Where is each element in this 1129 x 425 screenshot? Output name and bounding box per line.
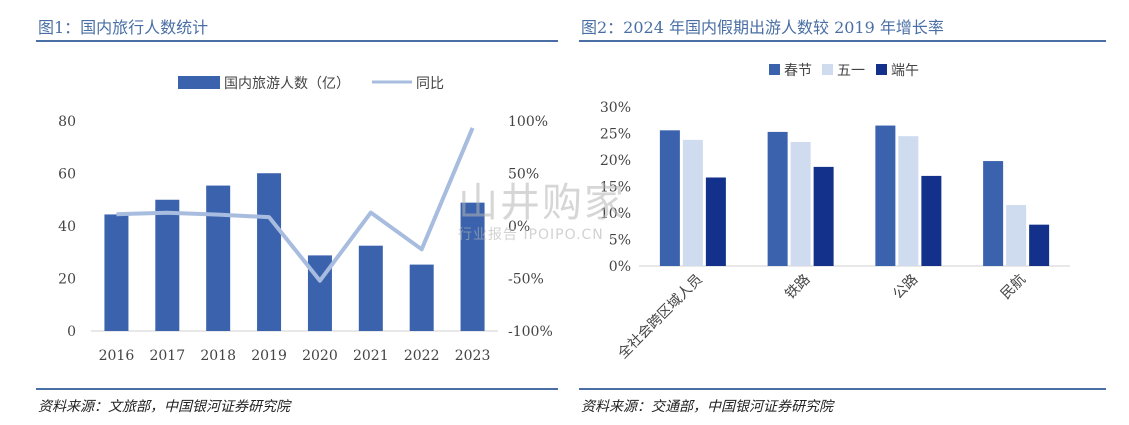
y-left-tick-label: 60 <box>58 167 76 183</box>
bar-五一-铁路 <box>790 141 811 266</box>
y-left-tick-label: 20 <box>58 272 76 288</box>
legend-swatch-2 <box>876 64 887 75</box>
legend-swatch-bar <box>178 76 220 89</box>
bar-端午-铁路 <box>813 166 834 266</box>
y-tick-label: 15% <box>600 180 631 196</box>
figure2-chart: 春节 五一 端午 0% 5% 10% 15% 20% 25% 30% 全社会跨区域人员 铁路 公路 民航 <box>600 63 1070 362</box>
x-tick-label: 2022 <box>404 348 440 364</box>
legend-label: 五一 <box>837 63 865 79</box>
x-tick-label: 2017 <box>149 348 185 364</box>
x-tick-label: 2021 <box>353 348 389 364</box>
bar-2021 <box>358 245 383 331</box>
y-tick-label: 5% <box>609 233 631 249</box>
bar-五一-全社会跨区域人员 <box>682 139 703 266</box>
bar-五一-公路 <box>898 136 919 266</box>
y-left-tick-label: 80 <box>58 114 76 130</box>
y-right-tick-label: 0% <box>508 219 530 235</box>
x-tick-label: 2019 <box>251 348 287 364</box>
y-right-tick-label: -50% <box>508 272 544 288</box>
y-right-tick-label: -100% <box>508 324 553 340</box>
figure2-title: 图2：2024 年国内假期出游人数较 2019 年增长率 <box>581 18 944 37</box>
bar-2022 <box>409 264 434 331</box>
bar-2023 <box>460 202 485 331</box>
legend-swatch-1 <box>822 64 833 75</box>
bar-春节-民航 <box>983 161 1004 266</box>
bar-2019 <box>257 173 282 331</box>
x-tick-label: 2020 <box>302 348 338 364</box>
figure1-chart: 国内旅游人数（亿） 同比 0 20 40 60 80 -100% -50% 0% 50% 100% 20… <box>58 76 553 364</box>
x-tick-label: 民航 <box>998 272 1029 303</box>
figure1-title: 图1：国内旅行人数统计 <box>38 18 209 37</box>
figure2-panel: 图2：2024 年国内假期出游人数较 2019 年增长率 春节 五一 端午 0% 5% 1… <box>579 0 1106 425</box>
y-left-tick-label: 0 <box>67 324 76 340</box>
legend-label-bar: 国内旅游人数（亿） <box>224 76 350 92</box>
legend-swatch-0 <box>769 64 780 75</box>
y-tick-label: 30% <box>600 100 631 116</box>
y-right-tick-label: 50% <box>508 167 539 183</box>
figure1-panel: 图1：国内旅行人数统计 国内旅游人数（亿） 同比 0 20 40 60 80 -100% -50… <box>36 0 558 425</box>
y-tick-label: 10% <box>600 206 631 222</box>
x-tick-label: 2023 <box>455 348 491 364</box>
y-right-tick-label: 100% <box>508 114 548 130</box>
legend-label: 春节 <box>784 63 812 79</box>
bar-2016 <box>104 214 129 331</box>
x-tick-label: 公路 <box>890 272 921 303</box>
bar-端午-民航 <box>1029 224 1050 266</box>
figure1-bottom-rule <box>36 388 558 390</box>
bar-春节-全社会跨区域人员 <box>659 130 680 266</box>
figure1-top-rule <box>36 40 558 42</box>
yoy-line <box>116 127 475 283</box>
bar-2017 <box>155 199 180 331</box>
bar-2018 <box>206 185 231 331</box>
figure2-top-rule <box>579 40 1106 42</box>
figure2-source: 资料来源：交通部，中国银河证券研究院 <box>581 399 833 415</box>
x-tick-label: 全社会跨区域人员 <box>614 271 705 362</box>
bar-五一-民航 <box>1006 205 1027 266</box>
bar-春节-铁路 <box>767 131 788 266</box>
y-tick-label: 25% <box>600 127 631 143</box>
figure2-bottom-rule <box>579 388 1106 390</box>
y-tick-label: 0% <box>609 259 631 275</box>
x-tick-label: 2018 <box>200 348 236 364</box>
bar-端午-全社会跨区域人员 <box>705 177 726 266</box>
legend-label: 端午 <box>891 63 919 79</box>
y-left-tick-label: 40 <box>58 219 76 235</box>
x-tick-label: 铁路 <box>782 272 813 303</box>
legend-label-line: 同比 <box>416 76 444 92</box>
bar-端午-公路 <box>921 175 942 266</box>
x-tick-label: 2016 <box>99 348 135 364</box>
figure1-source: 资料来源：文旅部，中国银河证券研究院 <box>38 399 290 415</box>
bar-春节-公路 <box>875 125 896 266</box>
y-tick-label: 20% <box>600 153 631 169</box>
